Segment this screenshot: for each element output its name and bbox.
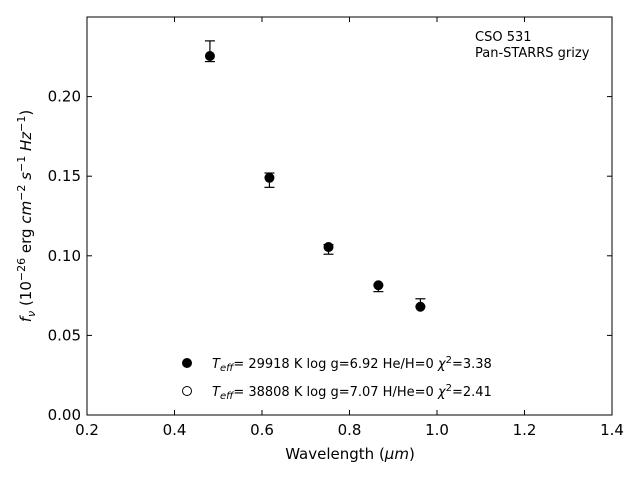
y-tick-label: 0.05 [48, 326, 81, 344]
y-tick-label: 0.15 [48, 167, 81, 185]
x-axis-label: Wavelength (μm) [285, 445, 415, 463]
model-points [204, 51, 426, 312]
observed-errorbars [204, 40, 426, 308]
legend-entry-1: Teff= 29918 K log g=6.92 He/H=0 χ2=3.38 [212, 355, 492, 374]
legend-marker-open [182, 386, 192, 396]
x-tick-label: 1.4 [600, 421, 624, 439]
x-axis: 0.2 0.4 0.6 0.8 1.0 1.2 1.4 [75, 17, 624, 439]
plot-frame [86, 16, 613, 416]
x-tick-label: 1.0 [425, 421, 449, 439]
x-tick-label: 0.4 [163, 421, 187, 439]
model-point-filled [373, 280, 384, 291]
model-point-filled [204, 51, 215, 62]
y-tick-label: 0.10 [48, 247, 81, 265]
legend-marker-filled [182, 358, 192, 368]
y-axis: 0.00 0.05 0.10 0.15 0.20 [48, 88, 612, 424]
x-tick-label: 1.2 [513, 421, 537, 439]
model-point-filled [323, 242, 334, 253]
annotation-object: CSO 531 [475, 30, 532, 45]
legend: Teff= 29918 K log g=6.92 He/H=0 χ2=3.38 … [182, 355, 492, 402]
legend-entry-2: Teff= 38808 K log g=7.07 H/He=0 χ2=2.41 [212, 383, 492, 402]
model-point-filled [415, 301, 426, 312]
x-tick-label: 0.2 [75, 421, 99, 439]
x-tick-label: 0.8 [338, 421, 362, 439]
annotation-survey: Pan-STARRS grizy [475, 46, 590, 61]
y-tick-label: 0.20 [48, 88, 81, 106]
model-point-filled [264, 172, 275, 183]
y-tick-label: 0.00 [48, 406, 81, 424]
x-tick-label: 0.6 [250, 421, 274, 439]
y-axis-label: fν (10−26 erg cm−2 s−1 Hz−1) [15, 110, 38, 323]
